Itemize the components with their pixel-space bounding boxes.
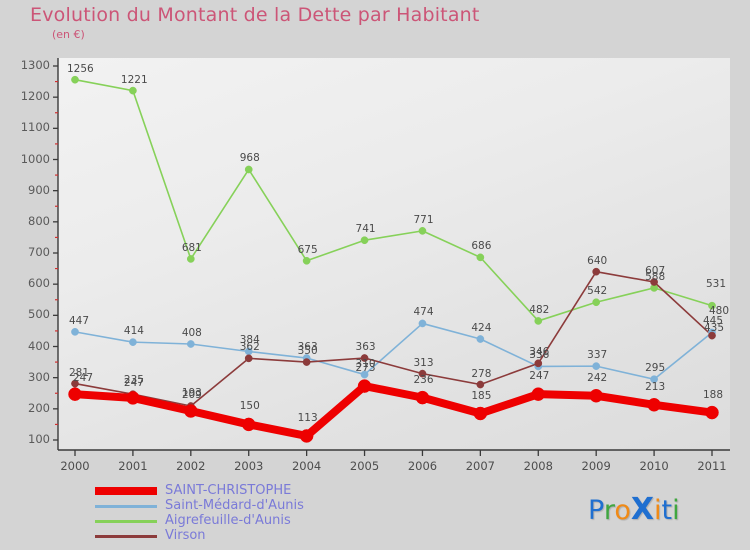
data-point-label: 771 bbox=[413, 213, 434, 226]
legend-label: Saint-Médard-d'Aunis bbox=[165, 498, 304, 513]
data-point-label: 1221 bbox=[120, 73, 148, 86]
y-axis-tick-label: 200 bbox=[28, 400, 50, 415]
data-point-label: 675 bbox=[297, 243, 318, 256]
x-axis-tick-label: 2007 bbox=[465, 459, 495, 473]
data-point-label: 741 bbox=[355, 223, 376, 236]
data-point-label: 236 bbox=[413, 373, 434, 386]
y-axis-tick-label: 1200 bbox=[20, 89, 50, 104]
x-axis-tick-label: 2011 bbox=[697, 459, 727, 473]
page-title: Evolution du Montant de la Dette par Hab… bbox=[30, 4, 480, 26]
y-axis-tick-label: 700 bbox=[28, 245, 50, 259]
y-axis-tick-label: 500 bbox=[28, 307, 50, 322]
data-point-label: 480 bbox=[709, 304, 730, 317]
data-point-label: 968 bbox=[239, 152, 260, 165]
data-point-label: 336 bbox=[529, 349, 550, 362]
data-point-label: 150 bbox=[239, 400, 260, 413]
x-axis-tick-label: 2000 bbox=[60, 459, 90, 473]
data-point-label: 588 bbox=[645, 270, 666, 283]
logo-letter: r bbox=[603, 495, 615, 526]
data-point-label: 310 bbox=[355, 357, 376, 370]
logo-letter: i bbox=[672, 495, 680, 526]
x-axis-tick-label: 2004 bbox=[291, 459, 322, 473]
x-axis-tick-label: 2001 bbox=[118, 459, 148, 473]
data-point-label: 213 bbox=[645, 380, 666, 393]
data-point-label: 640 bbox=[587, 254, 608, 267]
data-point-label: 363 bbox=[297, 341, 318, 354]
x-axis-tick-label: 2010 bbox=[639, 459, 669, 473]
data-point-label: 474 bbox=[413, 306, 434, 319]
page-subtitle: (en €) bbox=[52, 28, 85, 41]
logo-letter: o bbox=[614, 495, 631, 526]
y-axis-tick-label: 300 bbox=[28, 369, 50, 384]
data-point-label: 363 bbox=[355, 341, 376, 354]
data-point-label: 362 bbox=[239, 341, 260, 354]
legend-label: Aigrefeuille-d'Aunis bbox=[165, 513, 291, 528]
logo-letter: P bbox=[588, 495, 604, 526]
legend-color-swatch bbox=[95, 487, 157, 495]
x-axis-tick-label: 2003 bbox=[234, 459, 264, 473]
data-point-label: 278 bbox=[471, 367, 492, 380]
y-axis-tick-label: 800 bbox=[28, 213, 50, 228]
y-axis-tick-label: 900 bbox=[28, 182, 50, 197]
data-point-label: 681 bbox=[181, 241, 202, 254]
proxiti-logo: ProXiti bbox=[588, 492, 680, 527]
data-point-label: 445 bbox=[703, 315, 724, 328]
data-point-label: 193 bbox=[181, 387, 202, 399]
data-point-label: 607 bbox=[645, 264, 666, 277]
data-point-label: 247 bbox=[73, 372, 94, 385]
logo-letter: t bbox=[661, 495, 673, 526]
y-axis-tick-label: 600 bbox=[28, 276, 50, 291]
legend-color-swatch bbox=[95, 505, 157, 508]
data-point-label: 247 bbox=[123, 377, 144, 390]
data-point-label: 337 bbox=[587, 349, 608, 362]
data-point-label: 384 bbox=[239, 334, 260, 347]
data-point-label: 273 bbox=[355, 362, 376, 375]
data-point-label: 209 bbox=[181, 389, 202, 402]
x-axis-tick-label: 2009 bbox=[581, 459, 611, 473]
data-point-label: 313 bbox=[413, 356, 434, 369]
y-axis-tick-label: 100 bbox=[28, 432, 50, 446]
data-point-label: 447 bbox=[69, 314, 90, 327]
data-point-label: 435 bbox=[704, 321, 725, 334]
data-point-label: 408 bbox=[181, 327, 202, 339]
legend-label: SAINT-CHRISTOPHE bbox=[165, 483, 292, 498]
data-point-label: 113 bbox=[297, 411, 318, 424]
y-axis-tick-label: 1000 bbox=[20, 151, 50, 166]
data-point-label: 414 bbox=[123, 325, 144, 338]
legend-color-swatch bbox=[95, 520, 157, 523]
data-point-label: 424 bbox=[471, 322, 492, 335]
logo-letter: X bbox=[630, 492, 654, 527]
data-point-label: 247 bbox=[529, 370, 550, 383]
data-point-label: 242 bbox=[587, 371, 608, 384]
data-point-label: 295 bbox=[645, 362, 666, 375]
data-point-label: 188 bbox=[703, 388, 724, 401]
plot-background bbox=[58, 58, 730, 450]
data-point-label: 235 bbox=[123, 373, 144, 386]
data-point-label: 686 bbox=[471, 240, 492, 253]
logo-letter: i bbox=[654, 495, 662, 526]
y-axis-tick-label: 1300 bbox=[20, 58, 50, 72]
data-point-label: 185 bbox=[471, 389, 492, 402]
data-point-label: 281 bbox=[69, 366, 90, 379]
x-axis-tick-label: 2002 bbox=[176, 459, 206, 473]
y-axis-tick-label: 1100 bbox=[20, 120, 50, 135]
x-axis-tick-label: 2005 bbox=[349, 459, 380, 473]
y-axis-tick-label: 400 bbox=[28, 338, 50, 353]
data-point-label: 346 bbox=[529, 346, 550, 359]
data-point-label: 531 bbox=[706, 277, 727, 290]
x-axis-tick-label: 2006 bbox=[407, 459, 438, 473]
legend-label: Virson bbox=[165, 528, 206, 543]
x-axis-tick-label: 2008 bbox=[523, 459, 553, 473]
legend-color-swatch bbox=[95, 535, 157, 538]
data-point-label: 350 bbox=[297, 345, 318, 358]
data-point-label: 542 bbox=[587, 285, 608, 298]
data-point-label: 1256 bbox=[67, 62, 94, 75]
data-point-label: 482 bbox=[529, 303, 550, 316]
